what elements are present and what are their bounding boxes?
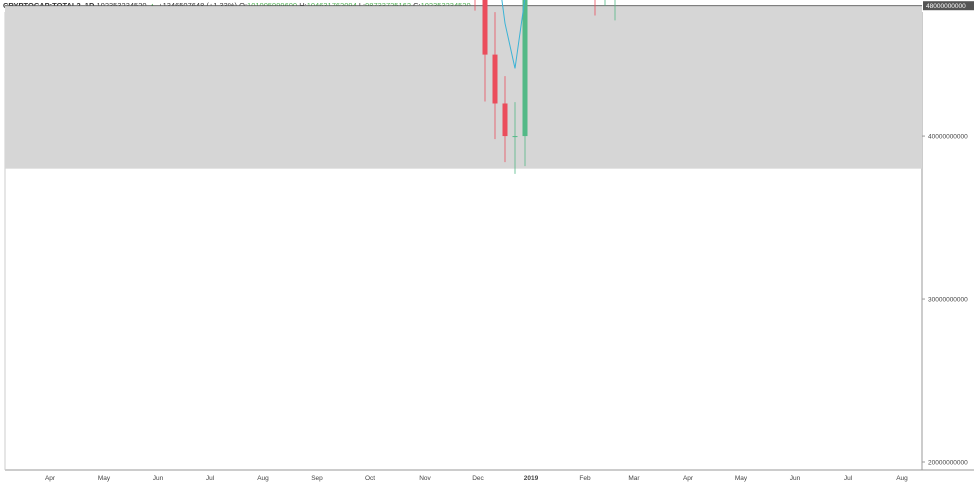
x-tick-label: Nov [419, 475, 431, 482]
level-price-label: 48000000000 [926, 3, 966, 10]
x-tick-label: Aug [896, 475, 908, 482]
x-tick-label: Jul [844, 475, 853, 482]
x-tick-label: Apr [45, 475, 56, 482]
x-tick-label: Jul [206, 475, 215, 482]
support-resistance-band [5, 5, 922, 169]
y-tick-label: 30000000000 [928, 297, 968, 304]
x-tick-label: Jun [153, 475, 164, 482]
x-tick-label: Feb [579, 475, 591, 482]
x-tick-label: Apr [683, 475, 694, 482]
candle-body [522, 0, 528, 137]
candle-body [482, 0, 488, 55]
x-tick-label: May [735, 475, 748, 482]
candle-body [502, 103, 508, 137]
x-tick-label: Oct [365, 475, 375, 482]
x-tick-label: May [98, 475, 111, 482]
y-tick-label: 40000000000 [928, 134, 968, 141]
x-tick-label: Mar [628, 475, 640, 482]
x-tick-label: Sep [311, 475, 323, 482]
x-tick-label: Dec [472, 475, 484, 482]
x-tick-label: Jun [790, 475, 801, 482]
x-tick-label: 2019 [524, 475, 539, 482]
candle-body [512, 136, 518, 138]
y-tick-label: 20000000000 [928, 460, 968, 467]
candle-body [492, 54, 498, 104]
x-tick-label: Aug [257, 475, 269, 482]
level-price-tag [923, 1, 974, 11]
